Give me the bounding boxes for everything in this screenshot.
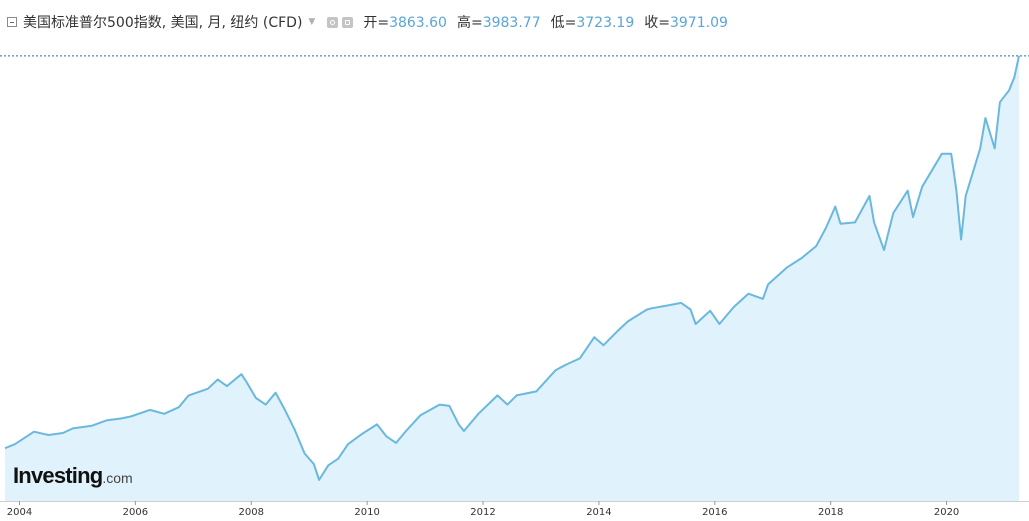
price-line bbox=[4, 55, 1020, 481]
price-area-fill bbox=[5, 55, 1019, 502]
x-tick-label: 2018 bbox=[818, 507, 843, 518]
ohlc-open: 开=3863.60 bbox=[363, 15, 447, 31]
ohlc-high: 高=3983.77 bbox=[456, 15, 541, 31]
collapse-icon[interactable] bbox=[7, 17, 17, 27]
x-tick-label: 2008 bbox=[239, 507, 264, 518]
x-tick-label: 2020 bbox=[934, 507, 959, 518]
x-tick-label: 2004 bbox=[7, 507, 32, 518]
x-tick-label: 2014 bbox=[586, 507, 611, 518]
x-tick-label: 2012 bbox=[470, 507, 495, 518]
x-tick-label: 2006 bbox=[123, 507, 148, 518]
chevron-down-icon[interactable]: ▼ bbox=[308, 17, 316, 27]
ohlc-low: 低=3723.19 bbox=[550, 15, 635, 31]
x-axis-ticks: 2004 2006 2008 2010 2012 2014 2016 2018 2020 bbox=[7, 501, 959, 518]
chart-header: 美国标准普尔500指数, 美国, 月, 纽约 (CFD) ▼ 开=3863.60… bbox=[0, 0, 1029, 44]
settings-icon[interactable] bbox=[342, 16, 354, 28]
chart-title: 美国标准普尔500指数, 美国, 月, 纽约 (CFD) bbox=[23, 15, 303, 31]
eye-icon[interactable] bbox=[327, 16, 339, 28]
investing-logo: Investing.com bbox=[13, 463, 133, 488]
ohlc-close: 收=3971.09 bbox=[644, 15, 728, 31]
x-tick-label: 2010 bbox=[354, 507, 379, 518]
x-tick-label: 2016 bbox=[702, 507, 727, 518]
